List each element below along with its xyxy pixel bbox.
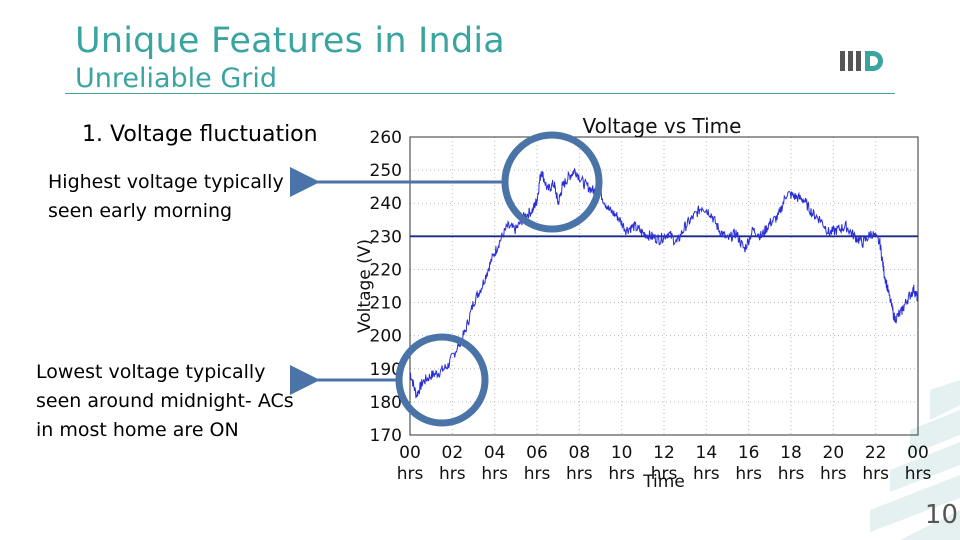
x-tick-label: 02 hrs [439, 443, 466, 484]
chart-title: Voltage vs Time [583, 114, 742, 138]
x-tick-label: 22 hrs [862, 443, 889, 484]
y-tick-label: 180 [370, 393, 402, 413]
y-tick-label: 250 [370, 161, 402, 181]
y-tick-label: 260 [370, 128, 402, 148]
decorative-pattern [870, 380, 960, 540]
x-tick-label: 08 hrs [566, 443, 593, 484]
title-rule [65, 93, 895, 94]
y-tick-label: 240 [370, 194, 402, 214]
x-tick-label: 12 hrs [651, 443, 678, 484]
bullet-point: 1. Voltage fluctuation [82, 122, 318, 147]
plot-frame [409, 136, 919, 436]
x-tick-labels: 00 hrs 02 hrs 04 hrs 06 hrs 08 hrs 10 hrs 12 hrs 14 hrs… [397, 443, 932, 484]
x-tick-label: 18 hrs [778, 443, 805, 484]
x-tick-label: 04 hrs [481, 443, 508, 484]
note-highest-voltage: Highest voltage typically seen early mor… [48, 171, 284, 222]
slide-subtitle: Unreliable Grid [75, 63, 278, 94]
x-tick-label: 14 hrs [693, 443, 720, 484]
y-tick-label: 230 [370, 227, 402, 247]
voltage-chart: 170 180 190 200 210 220 230 240 250 260 00 hrs 02 hr… [355, 114, 932, 492]
y-tick-label: 170 [370, 426, 402, 446]
y-tick-label: 190 [370, 360, 402, 380]
y-tick-label: 200 [370, 327, 402, 347]
y-tick-labels: 170 180 190 200 210 220 230 240 250 260 [370, 128, 402, 446]
y-axis-label: Voltage (V) [355, 239, 375, 333]
x-tick-label: 00 hrs [905, 443, 932, 484]
x-tick-label: 20 hrs [820, 443, 847, 484]
x-tick-label: 16 hrs [735, 443, 762, 484]
y-tick-label: 210 [370, 294, 402, 314]
x-tick-label: 00 hrs [397, 443, 424, 484]
slide-title: Unique Features in India [75, 21, 505, 61]
x-tick-label: 10 hrs [608, 443, 635, 484]
x-axis-label: Time [642, 472, 685, 492]
note-lowest-voltage: Lowest voltage typically seen around mid… [36, 361, 294, 441]
page-number: 10 [924, 500, 958, 530]
series-line [409, 167, 919, 399]
x-tick-label: 06 hrs [524, 443, 551, 484]
y-tick-label: 220 [370, 260, 402, 280]
iiitd-logo-icon [840, 51, 883, 71]
